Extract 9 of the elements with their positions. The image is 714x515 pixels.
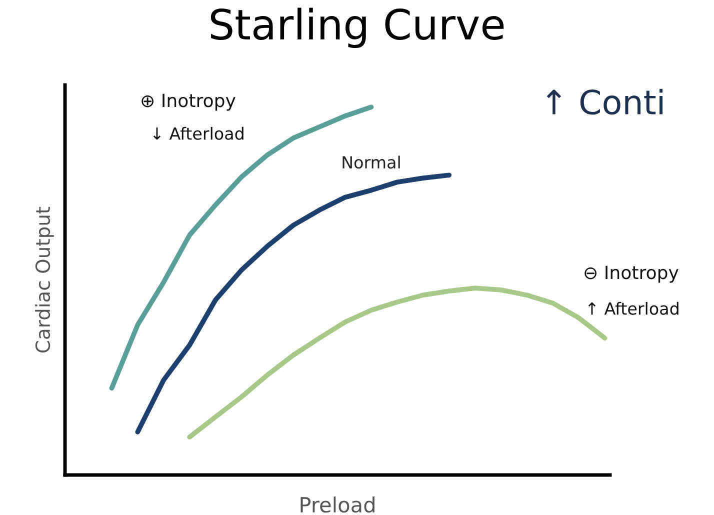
annotation: ↑ Afterload bbox=[588, 302, 678, 315]
chart-title: Starling Curve bbox=[210, 8, 504, 48]
y-axis-title: Cardiac Output bbox=[35, 206, 54, 353]
annotation: ↓ Afterload bbox=[153, 126, 244, 140]
annotation: ⊕ Inotropy bbox=[142, 94, 236, 111]
annotation: ↑ Conti bbox=[546, 88, 663, 115]
annotation: ⊖ Inotropy bbox=[584, 266, 678, 283]
x-axis-title: Preload bbox=[300, 496, 374, 513]
series-label: Normal bbox=[342, 156, 400, 169]
